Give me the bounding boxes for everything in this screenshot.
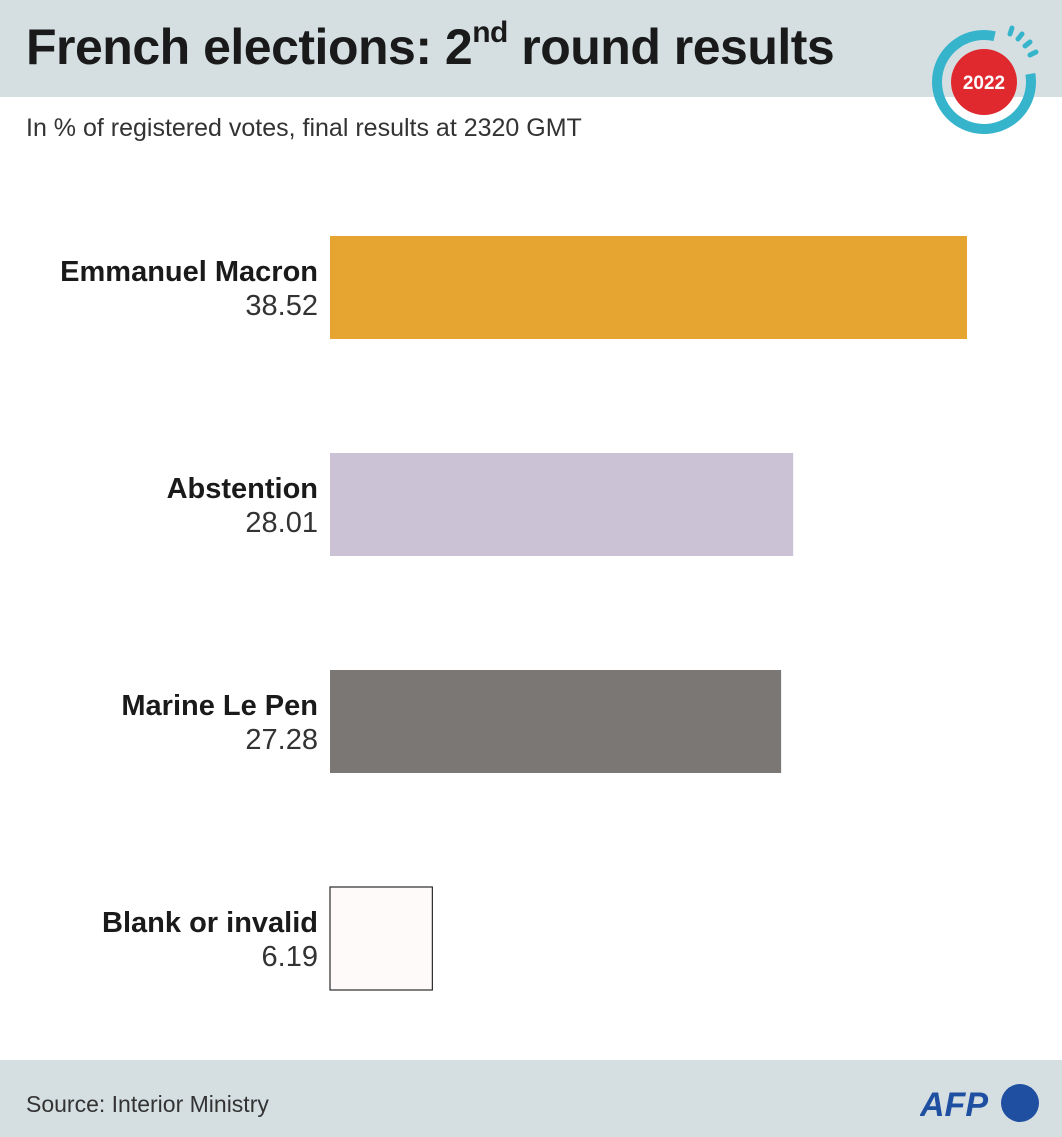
value-label-blank-or-invalid: 6.19 <box>262 941 318 973</box>
category-label-marine-le-pen: Marine Le Pen <box>121 690 318 722</box>
value-label-emmanuel-macron: 38.52 <box>245 290 318 322</box>
bar-abstention <box>330 453 794 556</box>
category-label-abstention: Abstention <box>167 473 318 505</box>
category-label-blank-or-invalid: Blank or invalid <box>102 907 318 939</box>
title-main: French elections: 2 <box>26 19 473 75</box>
afp-logo-icon: AFP <box>920 1084 1039 1122</box>
bar-blank-or-invalid <box>329 886 433 991</box>
bar-emmanuel-macron <box>330 236 967 339</box>
value-label-marine-le-pen: 27.28 <box>245 724 318 756</box>
afp-logo-text: AFP <box>920 1086 988 1122</box>
badge-red-disc <box>951 49 1017 115</box>
badge-year: 2022 <box>963 73 1005 94</box>
title-superscript: nd <box>472 16 508 50</box>
election-badge-icon: 2022 <box>932 25 1039 134</box>
bar-marine-le-pen <box>330 670 782 773</box>
source-note: Source: Interior Ministry <box>26 1091 269 1117</box>
chart-subtitle: In % of registered votes, final results … <box>26 114 582 142</box>
header-band: French elections: 2nd round results <box>0 0 1062 97</box>
category-label-emmanuel-macron: Emmanuel Macron <box>60 256 318 288</box>
title-end: round results <box>507 19 835 75</box>
chart-title: French elections: 2nd round results <box>26 16 835 75</box>
footer-band: Source: Interior Ministry AFP <box>0 1060 1062 1137</box>
value-label-abstention: 28.01 <box>245 507 318 539</box>
